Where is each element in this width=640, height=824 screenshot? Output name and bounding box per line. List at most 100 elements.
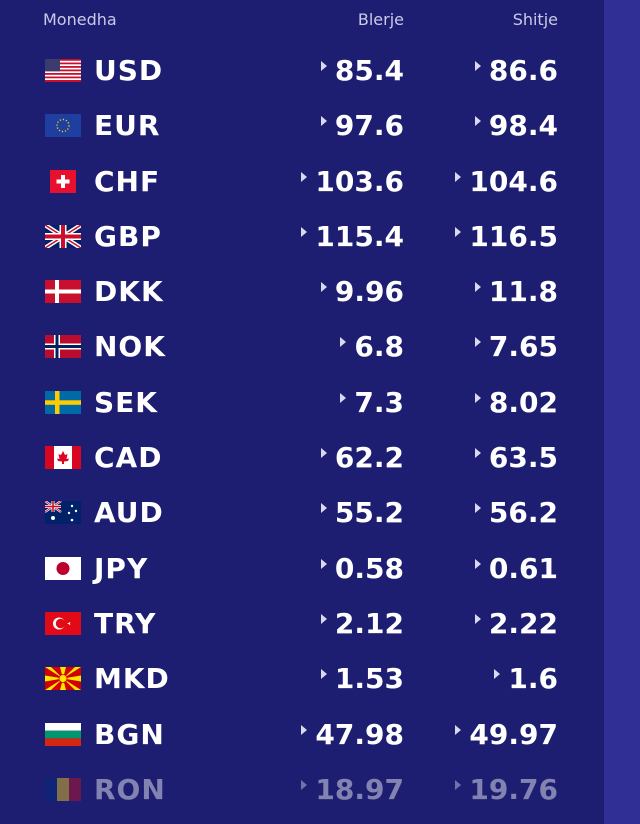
currency-code: CAD [94,441,163,475]
caret-right-icon [320,61,327,71]
currency-code: JPY [94,551,149,585]
caret-right-icon [340,392,347,403]
rates-table-header: Monedha Blerje Shitje [0,0,604,40]
rate-row-ron: RON 18.97 19.76 [0,761,604,816]
caret-right-icon [320,448,327,459]
currency-code: DKK [94,275,164,309]
caret-right-icon [474,392,481,403]
ca-flag-icon [45,446,81,470]
buy-rate: 2.12 [320,607,404,640]
buy-rate: 85.4 [320,54,404,87]
currency-code: SEK [94,385,158,419]
sell-rate: 1.6 [494,662,558,695]
us-flag-icon [45,59,81,82]
caret-right-icon [320,558,327,569]
rate-row-sek: SEK 7.3 8.02 [0,374,604,429]
buy-rate: 18.97 [301,773,404,806]
sell-rate: 116.5 [455,220,558,253]
au-flag-icon [45,501,81,525]
header-sell: Shitje [512,10,558,29]
caret-right-icon [340,337,347,348]
currency-code: TRY [94,606,157,640]
rate-row-cad: CAD 62.2 63.5 [0,429,604,484]
header-currency: Monedha [43,10,117,29]
sell-rate: 7.65 [474,330,558,363]
currency-code: CHF [94,164,161,198]
caret-right-icon [455,779,462,790]
caret-right-icon [301,171,308,182]
sell-rate: 104.6 [455,165,558,198]
currency-code: RON [94,772,166,806]
se-flag-icon [45,390,81,414]
scroll-side-strip [604,0,640,824]
rate-row-chf: CHF 103.6 104.6 [0,153,604,208]
caret-right-icon [474,448,481,459]
ro-flag-icon [45,777,81,801]
caret-right-icon [455,724,462,735]
rate-row-nok: NOK 6.8 7.65 [0,318,604,373]
mk-flag-icon [45,667,81,691]
no-flag-icon [45,335,81,359]
currency-code: MKD [94,662,170,696]
currency-code: BGN [94,717,165,751]
buy-rate: 47.98 [301,718,404,751]
rate-row-gbp: GBP 115.4 116.5 [0,208,604,263]
caret-right-icon [320,116,327,127]
rate-row-usd: USD 85.4 86.6 [0,42,604,97]
buy-rate: 6.8 [340,330,404,363]
buy-rate: 0.58 [320,552,404,585]
sell-rate: 19.76 [455,773,558,806]
caret-right-icon [301,779,308,790]
sell-rate: 2.22 [474,607,558,640]
caret-right-icon [494,669,501,680]
buy-rate: 7.3 [340,386,404,419]
buy-rate: 62.2 [320,441,404,474]
rate-row-try: TRY 2.12 2.22 [0,595,604,650]
exchange-rates-panel: Monedha Blerje Shitje USD 85.4 86 [0,0,604,816]
caret-right-icon [320,282,327,293]
currency-code: USD [94,54,164,87]
sell-rate: 49.97 [455,718,558,751]
ch-flag-icon [50,169,76,193]
buy-rate: 9.96 [320,275,404,308]
rate-row-mkd: MKD 1.53 1.6 [0,650,604,705]
currency-code: AUD [94,496,164,530]
buy-rate: 1.53 [320,662,404,695]
caret-right-icon [455,171,462,182]
caret-right-icon [474,503,481,514]
buy-rate: 55.2 [320,496,404,529]
sell-rate: 0.61 [474,552,558,585]
currency-code: GBP [94,219,162,253]
tr-flag-icon [45,611,81,635]
currency-code: EUR [94,109,161,143]
jp-flag-icon [45,556,81,580]
dk-flag-icon [45,280,81,304]
sell-rate: 11.8 [474,275,558,308]
sell-rate: 98.4 [474,109,558,142]
sell-rate: 63.5 [474,441,558,474]
rate-row-jpy: JPY 0.58 0.61 [0,540,604,595]
sell-rate: 86.6 [474,54,558,87]
caret-right-icon [474,61,481,71]
rate-row-aud: AUD 55.2 56.2 [0,484,604,539]
buy-rate: 115.4 [301,220,404,253]
caret-right-icon [474,282,481,293]
gb-flag-icon [45,224,81,248]
bg-flag-icon [45,722,81,746]
caret-right-icon [474,116,481,127]
buy-rate: 97.6 [320,109,404,142]
caret-right-icon [301,724,308,735]
caret-right-icon [474,558,481,569]
caret-right-icon [320,503,327,514]
rates-table: USD 85.4 86.6 EUR 97.6 98.4 [0,42,604,816]
rate-row-eur: EUR 97.6 98.4 [0,97,604,152]
sell-rate: 8.02 [474,386,558,419]
header-buy: Blerje [357,10,404,29]
caret-right-icon [320,613,327,624]
caret-right-icon [320,669,327,680]
buy-rate: 103.6 [301,165,404,198]
caret-right-icon [474,613,481,624]
caret-right-icon [455,226,462,237]
rate-row-bgn: BGN 47.98 49.97 [0,706,604,761]
sell-rate: 56.2 [474,496,558,529]
